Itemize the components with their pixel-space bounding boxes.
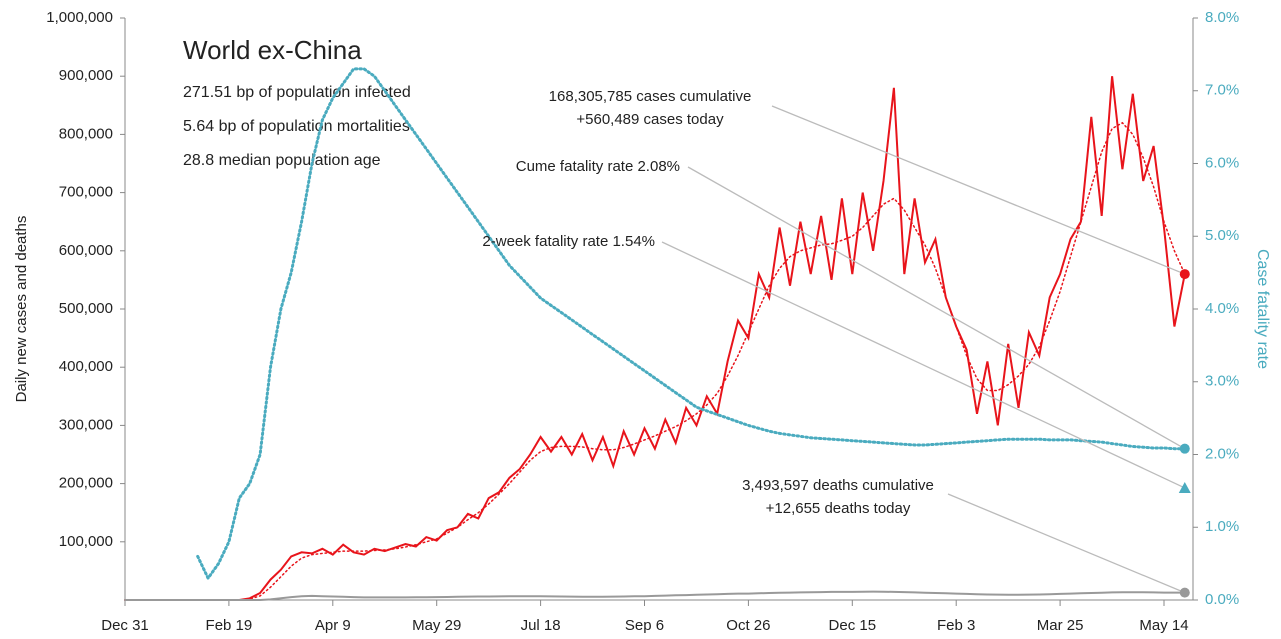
- y-tick-label: 300,000: [59, 416, 113, 433]
- series-line: [124, 590, 1186, 601]
- y-tick-label: 100,000: [59, 533, 113, 550]
- y2-tick-label: 6.0%: [1205, 154, 1239, 171]
- y2-tick-label: 1.0%: [1205, 518, 1239, 535]
- x-tick-label: Mar 25: [1037, 617, 1084, 634]
- subtitle: 28.8 median population age: [183, 152, 381, 169]
- series-line: [124, 121, 1186, 601]
- y2-tick-label: 0.0%: [1205, 591, 1239, 608]
- y2-tick-label: 2.0%: [1205, 445, 1239, 462]
- annotation: 168,305,785 cases cumulative: [549, 88, 752, 105]
- y-tick-label: 800,000: [59, 125, 113, 142]
- annotation: +12,655 deaths today: [766, 500, 911, 517]
- annotation: 3,493,597 deaths cumulative: [742, 477, 934, 494]
- y-tick-label: 700,000: [59, 184, 113, 201]
- x-tick-label: Apr 9: [315, 617, 351, 634]
- y-tick-label: 900,000: [59, 67, 113, 84]
- x-tick-label: May 29: [412, 617, 461, 634]
- x-tick-label: Jul 18: [521, 617, 561, 634]
- series-line: [124, 76, 1186, 601]
- y-tick-label: 200,000: [59, 475, 113, 492]
- y-tick-label: 400,000: [59, 358, 113, 375]
- x-tick-label: Dec 31: [101, 617, 149, 634]
- y2-tick-label: 8.0%: [1205, 9, 1239, 26]
- x-tick-label: Feb 3: [937, 617, 975, 634]
- annotation: Cume fatality rate 2.08%: [516, 158, 680, 175]
- y-tick-label: 500,000: [59, 300, 113, 317]
- y-tick-label: 600,000: [59, 242, 113, 259]
- x-tick-label: Feb 19: [206, 617, 253, 634]
- annotation: +560,489 cases today: [576, 111, 724, 128]
- end-marker: [1179, 587, 1190, 598]
- end-marker: [1179, 269, 1190, 280]
- y2-tick-label: 3.0%: [1205, 373, 1239, 390]
- leader-line: [947, 493, 1186, 594]
- subtitle: 5.64 bp of population mortalities: [183, 118, 410, 135]
- leader-line: [687, 166, 1186, 450]
- y2-tick-label: 5.0%: [1205, 227, 1239, 244]
- x-tick-label: May 14: [1139, 617, 1188, 634]
- subtitle: 271.51 bp of population infected: [183, 84, 411, 101]
- leader-line: [771, 105, 1186, 275]
- y-tick-label: 1,000,000: [46, 9, 113, 26]
- series-line: [196, 67, 1187, 582]
- y2-axis-label: Case fatality rate: [1254, 249, 1271, 369]
- x-tick-label: Oct 26: [726, 617, 770, 634]
- x-tick-label: Sep 6: [625, 617, 664, 634]
- two-week-marker: [1178, 481, 1191, 493]
- x-tick-label: Dec 15: [829, 617, 877, 634]
- y-axis-label: Daily new cases and deaths: [13, 216, 30, 403]
- chart-title: World ex-China: [183, 35, 362, 65]
- end-marker: [1179, 443, 1190, 454]
- leader-line: [661, 241, 1186, 489]
- annotation: 2-week fatality rate 1.54%: [482, 233, 655, 250]
- y2-tick-label: 4.0%: [1205, 300, 1239, 317]
- y2-tick-label: 7.0%: [1205, 82, 1239, 99]
